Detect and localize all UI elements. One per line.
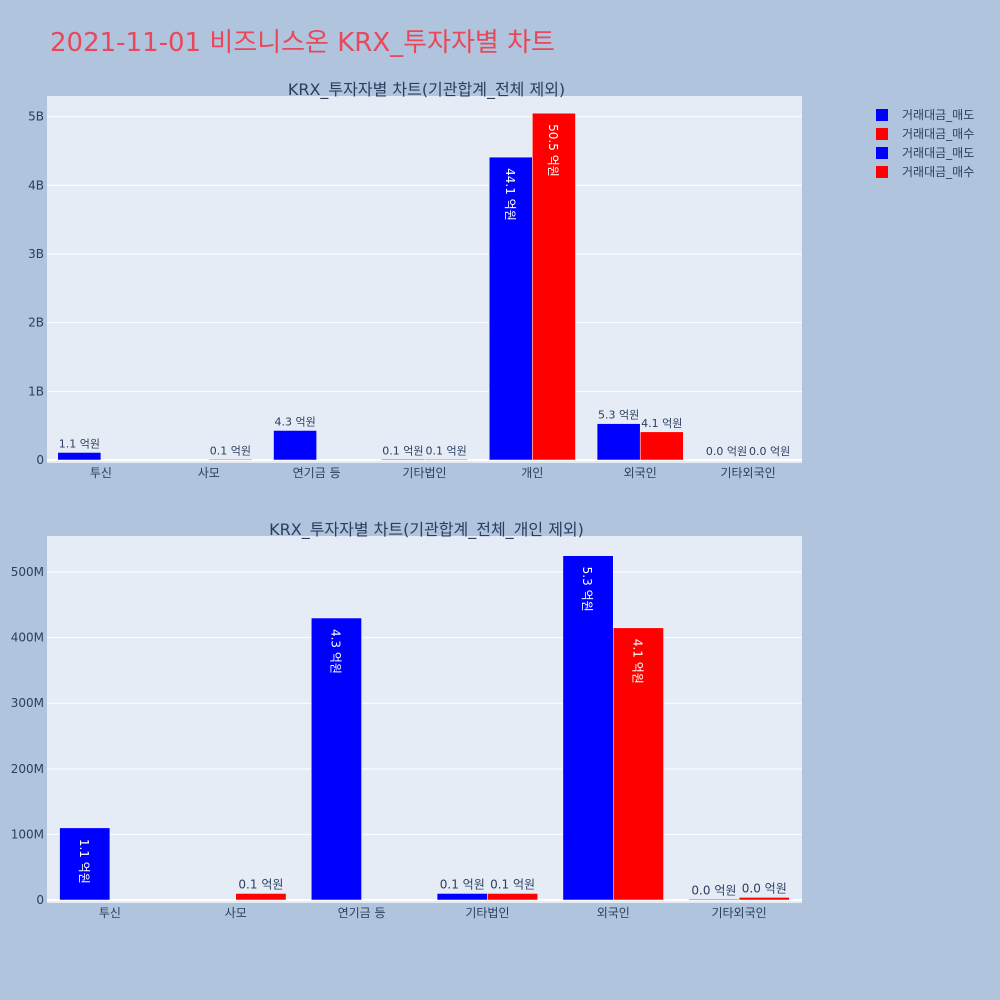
- bar: [487, 893, 538, 901]
- data-label: 1.1 억원: [77, 839, 91, 884]
- y-tick-label: 4B: [28, 178, 44, 192]
- y-tick-label: 2B: [28, 316, 44, 330]
- plot-area: [47, 96, 802, 463]
- x-tick-label: 개인: [521, 466, 543, 480]
- y-tick-label: 0: [36, 893, 44, 907]
- y-tick-label: 200M: [11, 762, 44, 776]
- x-tick-label: 사모: [225, 906, 247, 920]
- data-label: 44.1 억원: [503, 168, 517, 221]
- legend-swatch: [876, 147, 888, 159]
- x-tick-label: 사모: [198, 466, 220, 480]
- data-label: 0.1 억원: [382, 444, 423, 457]
- chart-title: KRX_투자자별 차트(기관합계_전체_개인 제외): [269, 520, 584, 540]
- bar: [532, 112, 576, 461]
- y-tick-label: 400M: [11, 631, 44, 645]
- legend-label: 거래대금_매수: [902, 127, 974, 141]
- data-label: 0.1 억원: [210, 444, 251, 457]
- bar: [738, 897, 790, 901]
- bar: [613, 627, 664, 901]
- plot-area: [47, 536, 802, 903]
- legend-swatch: [876, 128, 888, 140]
- data-label: 1.1 억원: [59, 437, 100, 450]
- y-tick-label: 100M: [11, 827, 44, 841]
- chart-1: 0 1B 2B 3B 4B 5B KRX_투자자별 차트(기관합계_전체 제외) 투신 1.1 …: [28, 80, 802, 480]
- bar: [59, 827, 111, 901]
- data-label: 0.1 억원: [490, 877, 535, 891]
- x-tick-label: 기타법인: [465, 906, 509, 920]
- chart-title: KRX_투자자별 차트(기관합계_전체 제외): [288, 80, 565, 100]
- chart-2: 0 100M 200M 300M 400M 500M KRX_투자자별 차트(기관합계_전체…: [11, 520, 802, 920]
- data-label: 0.0 억원: [749, 445, 790, 458]
- x-tick-label: 투신: [99, 906, 121, 920]
- bar: [688, 899, 740, 901]
- legend-swatch: [876, 166, 888, 178]
- data-label: 5.3 억원: [598, 409, 639, 422]
- page-title: 2021-11-01 비즈니스온 KRX_투자자별 차트: [50, 28, 555, 58]
- y-tick-label: 5B: [28, 110, 44, 124]
- data-label: 5.3 억원: [580, 567, 594, 612]
- x-tick-label: 기타법인: [402, 466, 446, 480]
- bar: [273, 430, 317, 461]
- data-label: 50.5 억원: [546, 124, 560, 177]
- bar: [424, 459, 468, 461]
- x-tick-label: 연기금 등: [338, 906, 386, 920]
- x-tick-label: 연기금 등: [293, 466, 341, 480]
- bar: [208, 459, 253, 461]
- bar: [562, 555, 614, 901]
- data-label: 4.3 억원: [328, 629, 342, 674]
- y-tick-label: 500M: [11, 565, 44, 579]
- x-tick-label: 투신: [90, 466, 112, 480]
- bar: [639, 431, 684, 461]
- bar: [436, 893, 488, 901]
- bar: [596, 423, 641, 461]
- y-tick-label: 300M: [11, 696, 44, 710]
- data-label: 0.0 억원: [706, 445, 747, 458]
- data-label: 0.1 억원: [440, 877, 485, 891]
- data-label: 4.3 억원: [274, 415, 315, 428]
- legend-label: 거래대금_매수: [902, 165, 974, 179]
- data-label: 0.1 억원: [425, 444, 466, 457]
- bar: [57, 452, 102, 461]
- y-tick-label: 3B: [28, 247, 44, 261]
- data-label: 4.1 억원: [641, 417, 682, 430]
- y-tick-label: 1B: [28, 384, 44, 398]
- bar: [235, 893, 287, 901]
- legend-label: 거래대금_매도: [902, 108, 974, 122]
- x-tick-label: 기타외국인: [711, 906, 766, 920]
- x-tick-label: 기타외국인: [720, 466, 775, 480]
- bar: [381, 459, 425, 461]
- data-label: 0.1 억원: [238, 877, 283, 891]
- data-label: 0.0 억원: [691, 883, 736, 897]
- y-tick-label: 0: [36, 453, 44, 467]
- data-label: 4.1 억원: [630, 639, 644, 684]
- bar: [311, 617, 362, 901]
- legend-swatch: [876, 109, 888, 121]
- x-tick-label: 외국인: [624, 466, 657, 480]
- legend-label: 거래대금_매도: [902, 146, 974, 160]
- x-tick-label: 외국인: [597, 906, 630, 920]
- data-label: 0.0 억원: [742, 881, 787, 895]
